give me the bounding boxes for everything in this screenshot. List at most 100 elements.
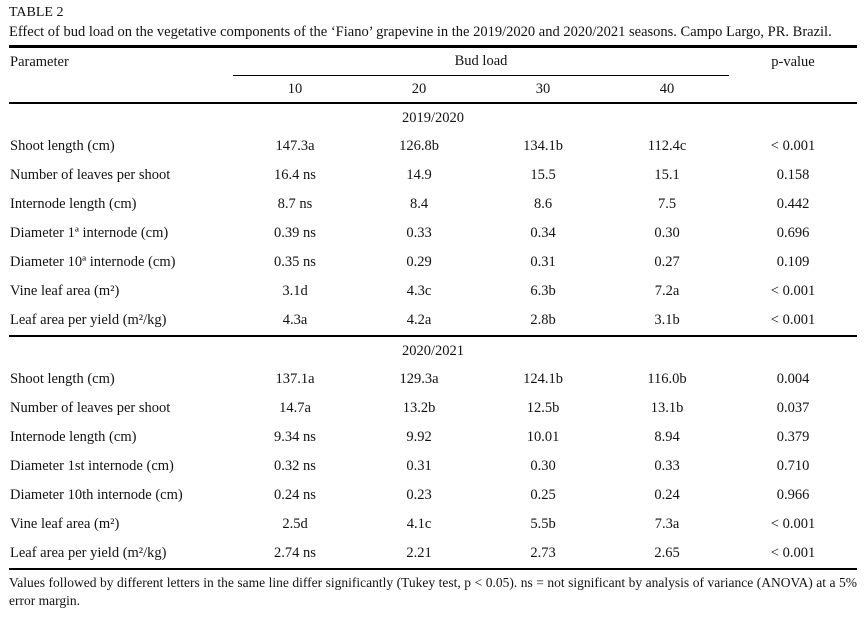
pvalue-cell: 0.696	[776, 225, 810, 241]
value-cell: 16.4 ns	[274, 167, 316, 183]
value-cell: 15.1	[654, 167, 680, 183]
header-row-groups: Parameter Bud load p-value	[9, 46, 858, 104]
value-cell: 124.1b	[523, 371, 563, 387]
value-cell: 0.24 ns	[274, 487, 316, 503]
table-row: Number of leaves per shoot 16.4 ns 14.9 15.…	[9, 161, 857, 190]
value-cell: 137.1a	[275, 371, 315, 387]
pvalue-cell: < 0.001	[770, 283, 816, 299]
value-cell: 129.3a	[399, 371, 439, 387]
value-cell: 8.6	[533, 196, 553, 212]
table-row: Shoot length (cm) 147.3a 126.8b 134.1b 112.4…	[9, 132, 857, 161]
table-header: Parameter Bud load p-value 10 20 30 40	[9, 46, 858, 104]
value-cell: 6.3b	[530, 283, 556, 299]
pvalue-cell: < 0.001	[770, 312, 816, 328]
column-header-pvalue: p-value	[729, 46, 858, 104]
value-cell: 0.23	[406, 487, 432, 503]
parameter-cell: Diameter 10ª internode (cm)	[10, 254, 176, 270]
paper-table-figure: TABLE 2 Effect of bud load on the vegeta…	[9, 5, 858, 608]
value-cell: 2.8b	[530, 312, 556, 328]
column-header-budload-10: 10	[233, 75, 357, 104]
pvalue-cell: 0.379	[776, 429, 810, 445]
value-cell: 10.01	[526, 429, 560, 445]
season-header-row: 2019/2020	[9, 103, 857, 132]
table-row: Leaf area per yield (m²/kg) 2.74 ns 2.21 2.…	[9, 539, 857, 569]
value-cell: 7.2a	[654, 283, 680, 299]
table-body: 2019/2020 Shoot length (cm) 147.3a 126.8b 13…	[9, 103, 858, 569]
value-cell: 4.1c	[406, 516, 432, 532]
value-cell: 134.1b	[523, 138, 563, 154]
column-header-budload-30: 30	[481, 75, 605, 104]
value-cell: 13.2b	[402, 400, 436, 416]
column-group-bud-load: Bud load	[233, 46, 730, 76]
season-label: 2020/2021	[9, 335, 858, 365]
table-row: Diameter 1st internode (cm) 0.32 ns 0.31 0.…	[9, 452, 857, 481]
parameter-cell: Leaf area per yield (m²/kg)	[10, 312, 167, 328]
pvalue-cell: < 0.001	[770, 545, 816, 561]
table-row: Diameter 1ª internode (cm) 0.39 ns 0.33 0.3…	[9, 219, 857, 248]
pvalue-cell: 0.109	[776, 254, 810, 270]
parameter-cell: Number of leaves per shoot	[10, 167, 171, 183]
pvalue-cell: 0.710	[776, 458, 810, 474]
value-cell: 2.5d	[282, 516, 308, 532]
value-cell: 9.92	[406, 429, 432, 445]
table-footnote: Values followed by different letters in …	[9, 575, 857, 608]
value-cell: 116.0b	[647, 371, 687, 387]
value-cell: 14.7a	[279, 400, 311, 416]
column-header-parameter: Parameter	[9, 46, 233, 104]
parameter-cell: Shoot length (cm)	[10, 138, 115, 154]
value-cell: 0.31	[530, 254, 556, 270]
value-cell: 3.1d	[282, 283, 308, 299]
value-cell: 0.33	[654, 458, 680, 474]
value-cell: 112.4c	[647, 138, 687, 154]
table-row: Internode length (cm) 8.7 ns 8.4 8.6 7.5 0.44…	[9, 190, 857, 219]
pvalue-cell: 0.037	[776, 400, 810, 416]
value-cell: 12.5b	[526, 400, 560, 416]
table-row: Diameter 10ª internode (cm) 0.35 ns 0.29 0.…	[9, 248, 857, 277]
value-cell: 0.24	[654, 487, 680, 503]
value-cell: 0.32 ns	[274, 458, 316, 474]
value-cell: 2.21	[406, 545, 432, 561]
season-label: 2019/2020	[401, 109, 465, 126]
column-header-budload-20: 20	[357, 75, 481, 104]
parameter-cell: Number of leaves per shoot	[10, 400, 171, 416]
value-cell: 14.9	[406, 167, 432, 183]
value-cell: 126.8b	[399, 138, 439, 154]
value-cell: 9.34 ns	[274, 429, 316, 445]
parameter-cell: Vine leaf area (m²)	[10, 283, 120, 299]
pvalue-cell: 0.004	[776, 371, 810, 387]
value-cell: 2.73	[530, 545, 556, 561]
value-cell: 0.29	[406, 254, 432, 270]
header-row-levels: 10 20 30 40	[9, 75, 857, 104]
pvalue-cell: 0.158	[776, 167, 810, 183]
table-row: Internode length (cm) 9.34 ns 9.92 10.01 8.9…	[9, 423, 857, 452]
parameter-cell: Leaf area per yield (m²/kg)	[10, 545, 167, 561]
value-cell: 8.4	[409, 196, 429, 212]
parameter-cell: Diameter 1ª internode (cm)	[10, 225, 169, 241]
parameter-cell: Shoot length (cm)	[10, 371, 115, 387]
value-cell: 7.5	[657, 196, 677, 212]
value-cell: 13.1b	[650, 400, 684, 416]
value-cell: 7.3a	[654, 516, 680, 532]
value-cell: 8.94	[654, 429, 680, 445]
value-cell: 0.33	[406, 225, 432, 241]
table-row: Leaf area per yield (m²/kg) 4.3a 4.2a 2.8b 3…	[9, 306, 857, 336]
value-cell: 15.5	[530, 167, 556, 183]
data-table: Parameter Bud load p-value 10 20 30 40 2…	[9, 45, 858, 570]
value-cell: 0.30	[530, 458, 556, 474]
value-cell: 0.30	[654, 225, 680, 241]
value-cell: 0.35 ns	[274, 254, 316, 270]
value-cell: 4.3a	[282, 312, 308, 328]
value-cell: 0.31	[406, 458, 432, 474]
table-row: Vine leaf area (m²) 3.1d 4.3c 6.3b 7.2a < 0.0…	[9, 277, 857, 306]
pvalue-cell: < 0.001	[770, 138, 816, 154]
value-cell: 2.65	[654, 545, 680, 561]
table-label: TABLE 2	[9, 5, 64, 20]
value-cell: 0.27	[654, 254, 680, 270]
parameter-cell: Diameter 1st internode (cm)	[10, 458, 174, 474]
value-cell: 4.3c	[406, 283, 432, 299]
pvalue-cell: 0.966	[776, 487, 810, 503]
table-row: Diameter 10th internode (cm) 0.24 ns 0.23 0…	[9, 481, 857, 510]
value-cell: 2.74 ns	[274, 545, 316, 561]
value-cell: 4.2a	[406, 312, 432, 328]
table-caption: Effect of bud load on the vegetative com…	[9, 24, 832, 40]
